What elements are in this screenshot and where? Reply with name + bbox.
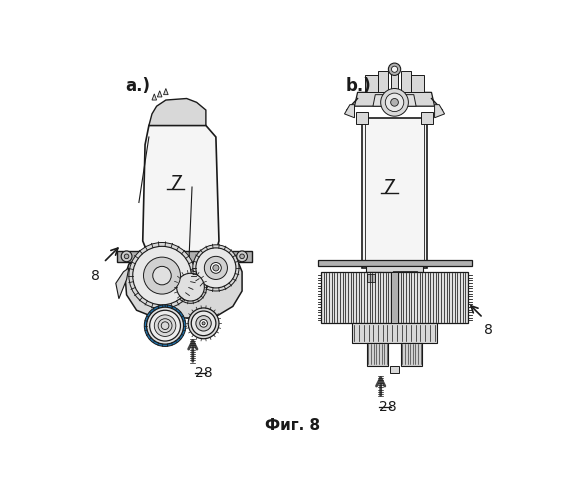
Polygon shape (149, 98, 206, 126)
Polygon shape (365, 76, 377, 92)
Text: 7: 7 (382, 178, 394, 197)
Polygon shape (321, 272, 390, 324)
Circle shape (240, 254, 245, 258)
Polygon shape (344, 104, 355, 118)
Polygon shape (373, 94, 416, 106)
Polygon shape (390, 272, 398, 324)
Polygon shape (139, 284, 146, 291)
Polygon shape (365, 272, 381, 295)
Polygon shape (116, 268, 129, 298)
Circle shape (144, 257, 181, 294)
Circle shape (385, 93, 404, 112)
Polygon shape (434, 104, 445, 118)
Polygon shape (157, 91, 162, 97)
Polygon shape (362, 118, 427, 268)
Polygon shape (390, 366, 399, 374)
Polygon shape (421, 112, 433, 124)
Circle shape (196, 248, 236, 288)
Polygon shape (367, 274, 374, 282)
Circle shape (388, 63, 401, 76)
Circle shape (177, 274, 205, 301)
Text: b.): b.) (346, 77, 372, 95)
Circle shape (153, 266, 171, 285)
Circle shape (192, 311, 216, 336)
Circle shape (158, 318, 172, 332)
Polygon shape (378, 71, 388, 92)
Circle shape (390, 98, 398, 106)
Text: 8: 8 (91, 270, 100, 283)
Text: 8: 8 (484, 324, 493, 338)
Circle shape (204, 256, 227, 280)
Circle shape (210, 262, 221, 274)
Circle shape (124, 254, 129, 258)
Polygon shape (317, 260, 471, 266)
Circle shape (129, 242, 195, 308)
Circle shape (202, 322, 205, 325)
Polygon shape (355, 92, 434, 106)
Polygon shape (152, 94, 157, 100)
Text: 28: 28 (195, 366, 213, 380)
Circle shape (381, 88, 408, 116)
Circle shape (392, 66, 398, 72)
Polygon shape (412, 76, 424, 92)
Polygon shape (117, 251, 252, 262)
Text: 28: 28 (379, 400, 397, 414)
Polygon shape (401, 342, 422, 365)
Circle shape (154, 315, 176, 336)
Circle shape (196, 316, 211, 331)
Polygon shape (401, 71, 411, 92)
Polygon shape (390, 68, 398, 92)
Polygon shape (125, 256, 242, 318)
Circle shape (213, 265, 219, 271)
Circle shape (133, 246, 192, 305)
Circle shape (146, 307, 184, 344)
Circle shape (144, 305, 186, 346)
Polygon shape (366, 266, 423, 272)
Text: Фиг. 8: Фиг. 8 (264, 418, 320, 434)
Polygon shape (135, 268, 141, 276)
Circle shape (237, 251, 247, 262)
Text: 7: 7 (169, 174, 181, 193)
Polygon shape (352, 324, 437, 342)
Polygon shape (367, 342, 388, 365)
Circle shape (121, 251, 132, 262)
Polygon shape (142, 126, 219, 260)
Polygon shape (393, 272, 418, 297)
Circle shape (150, 310, 181, 341)
Polygon shape (164, 88, 168, 94)
Circle shape (193, 245, 239, 291)
Circle shape (161, 322, 169, 330)
Circle shape (200, 320, 207, 327)
Text: a.): a.) (125, 77, 150, 95)
Polygon shape (398, 272, 467, 324)
Polygon shape (356, 112, 368, 124)
Circle shape (174, 271, 207, 304)
Circle shape (188, 308, 219, 338)
